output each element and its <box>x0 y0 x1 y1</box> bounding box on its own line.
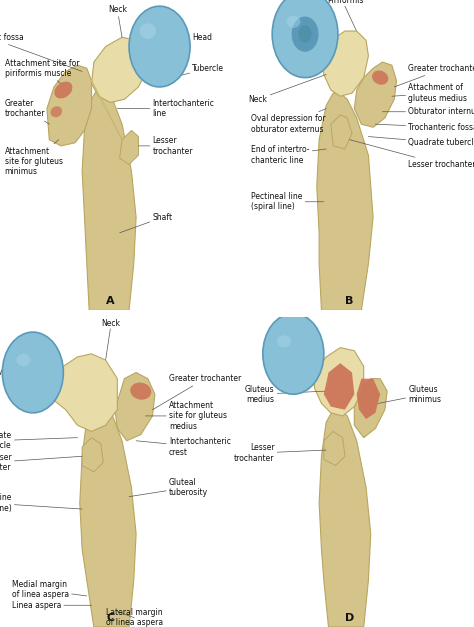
Text: A: A <box>106 296 115 306</box>
Text: Lesser
trochanter: Lesser trochanter <box>0 453 82 472</box>
Polygon shape <box>317 93 373 310</box>
Text: End of intertro-
chanteric line: End of intertro- chanteric line <box>251 145 326 165</box>
Circle shape <box>272 0 338 78</box>
Ellipse shape <box>286 16 301 28</box>
Text: Greater trochanter: Greater trochanter <box>394 64 474 87</box>
Text: Attachment
site for gluteus
minimus: Attachment site for gluteus minimus <box>5 140 63 176</box>
Text: Oval depression for
obturator externus: Oval depression for obturator externus <box>251 108 326 134</box>
Text: Lesser
trochanter: Lesser trochanter <box>138 136 193 155</box>
Text: Gluteus
minimus: Gluteus minimus <box>378 384 441 404</box>
Text: Lesser
trochanter: Lesser trochanter <box>234 443 326 463</box>
Polygon shape <box>82 438 103 472</box>
Ellipse shape <box>372 70 388 85</box>
Ellipse shape <box>140 23 156 39</box>
Text: Attachment of
gluteus medius: Attachment of gluteus medius <box>392 83 467 103</box>
Text: C: C <box>106 613 114 623</box>
Polygon shape <box>91 37 148 102</box>
Polygon shape <box>115 372 155 441</box>
Ellipse shape <box>55 82 73 98</box>
Polygon shape <box>80 407 136 627</box>
Ellipse shape <box>51 106 62 117</box>
Polygon shape <box>324 431 345 466</box>
Text: Greater
trochanter: Greater trochanter <box>5 99 49 124</box>
Polygon shape <box>52 354 118 431</box>
Text: Gluteus
medius: Gluteus medius <box>245 384 326 404</box>
Text: Trochanteric fossa: Trochanteric fossa <box>0 33 82 71</box>
Ellipse shape <box>17 354 30 366</box>
Text: Obturator internus: Obturator internus <box>383 107 474 116</box>
Polygon shape <box>314 347 364 416</box>
Ellipse shape <box>277 335 291 347</box>
Text: D: D <box>345 613 354 623</box>
Text: Attachment site for
piriformis muscle: Attachment site for piriformis muscle <box>5 58 79 84</box>
Polygon shape <box>119 130 138 164</box>
Text: Medial margin
of linea aspera: Medial margin of linea aspera <box>12 580 87 599</box>
Text: Linea aspera: Linea aspera <box>12 601 91 610</box>
Ellipse shape <box>130 382 151 399</box>
Text: Trochanteric fossa: Trochanteric fossa <box>375 123 474 132</box>
Text: Gluteal
tuberosity: Gluteal tuberosity <box>129 478 208 497</box>
Polygon shape <box>82 87 136 310</box>
Circle shape <box>263 314 324 394</box>
Text: Neck: Neck <box>108 5 127 37</box>
Text: Lateral margin
of linea aspera: Lateral margin of linea aspera <box>106 608 163 627</box>
Text: Fovea: Fovea <box>0 368 19 377</box>
Text: Neck: Neck <box>248 75 326 104</box>
Text: Piriformis: Piriformis <box>327 0 363 5</box>
Polygon shape <box>321 31 368 96</box>
Text: Attachment
site for gluteus
medius: Attachment site for gluteus medius <box>146 401 227 431</box>
Text: Greater trochanter: Greater trochanter <box>153 374 241 409</box>
Polygon shape <box>319 409 371 627</box>
Text: Intertochanteric
crest: Intertochanteric crest <box>136 437 231 456</box>
Text: Quadrate
tubercle: Quadrate tubercle <box>0 431 77 450</box>
Text: Pectineal line
(spiral line): Pectineal line (spiral line) <box>251 192 324 211</box>
Text: Pectineal line
(spiral line): Pectineal line (spiral line) <box>0 493 82 512</box>
Circle shape <box>299 26 311 43</box>
Text: Quadrate tubercle: Quadrate tubercle <box>368 137 474 147</box>
Polygon shape <box>324 363 355 409</box>
Text: Lesser trochanter: Lesser trochanter <box>350 140 474 169</box>
Text: Tubercle: Tubercle <box>160 64 224 81</box>
Text: Fovea: Fovea <box>296 0 319 5</box>
Polygon shape <box>356 379 380 419</box>
Text: B: B <box>346 296 354 306</box>
Polygon shape <box>331 115 352 149</box>
Circle shape <box>292 17 318 51</box>
Circle shape <box>129 6 190 87</box>
Text: Neck: Neck <box>101 319 120 328</box>
Polygon shape <box>47 65 91 146</box>
Circle shape <box>2 332 64 413</box>
Polygon shape <box>355 62 397 127</box>
Polygon shape <box>355 379 387 438</box>
Text: Head: Head <box>183 33 212 42</box>
Text: Shaft: Shaft <box>119 213 173 233</box>
Text: Intertochanteric
line: Intertochanteric line <box>118 99 214 119</box>
